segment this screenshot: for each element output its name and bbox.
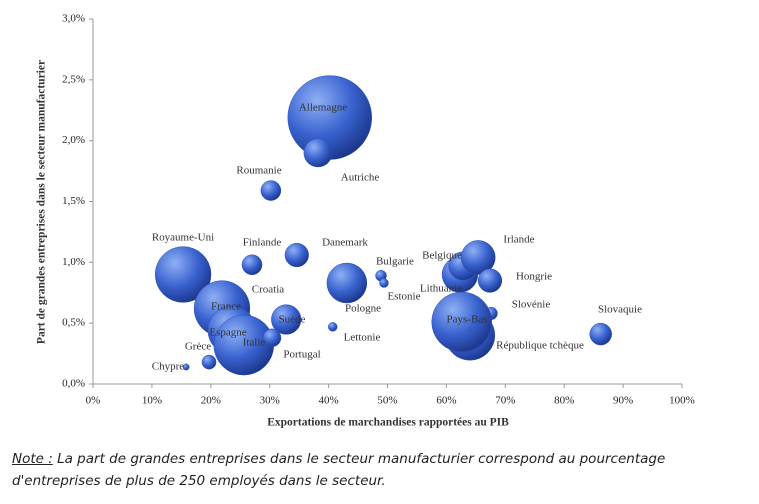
- bubble-label: Chypre: [152, 361, 185, 373]
- bubble: [303, 138, 333, 168]
- bubble: [154, 246, 212, 303]
- bubble: [262, 328, 282, 347]
- bubble: [460, 240, 496, 275]
- bubble-label: Autriche: [341, 172, 380, 184]
- bubble-label: Lithuanie: [420, 283, 462, 295]
- bubble-label: Estonie: [388, 291, 421, 303]
- bubble-label: Irlande: [503, 234, 534, 246]
- bubble-label: Bulgarie: [376, 256, 414, 268]
- y-tick-label: 2,5%: [62, 73, 85, 85]
- bubble-label: Allemagne: [299, 102, 347, 114]
- bubble: [182, 363, 190, 371]
- bubble: [260, 180, 282, 201]
- bubble-label: Pologne: [345, 303, 381, 315]
- y-tick-label: 3,0%: [62, 13, 85, 25]
- x-tick-label: 70%: [495, 395, 515, 407]
- x-tick-label: 10%: [142, 395, 162, 407]
- note-label: Note :: [12, 451, 53, 467]
- x-tick-label: 40%: [319, 395, 339, 407]
- bubble: [271, 304, 302, 335]
- note: Note : La part de grandes entreprises da…: [12, 448, 742, 492]
- bubble-label: Portugal: [283, 349, 320, 361]
- y-axis-title: Part de grandes entreprises dans le sect…: [36, 60, 48, 344]
- y-tick-label: 1,5%: [62, 195, 85, 207]
- bubble-label: Espagne: [209, 327, 246, 339]
- bubble-label: Hongrie: [516, 271, 552, 283]
- bubble-label: Croatia: [252, 284, 284, 296]
- bubble-label: Pays-Bas: [447, 314, 488, 326]
- x-tick-label: 0%: [86, 395, 101, 407]
- x-tick-label: 100%: [669, 395, 695, 407]
- x-tick-label: 80%: [554, 395, 574, 407]
- chart: Exportations de marchandises rapportées …: [36, 13, 695, 429]
- bubble-label: Finlande: [243, 237, 282, 249]
- bubble-label: Suède: [279, 314, 306, 326]
- y-tick-label: 2,0%: [62, 134, 85, 146]
- bubble: [241, 254, 263, 276]
- bubble-label: Grèce: [185, 341, 211, 353]
- bubble-label: Slovaquie: [598, 304, 642, 316]
- x-tick-label: 60%: [436, 395, 456, 407]
- bubble: [284, 242, 309, 268]
- bubble-label: Belgique: [422, 250, 462, 262]
- x-axis-title: Exportations de marchandises rapportées …: [267, 417, 509, 429]
- x-tick-label: 90%: [613, 395, 633, 407]
- x-tick-label: 50%: [377, 395, 397, 407]
- x-tick-label: 30%: [260, 395, 280, 407]
- bubble-label: Roumanie: [236, 165, 281, 177]
- bubble: [326, 262, 368, 304]
- bubble-label: Italie: [243, 337, 266, 349]
- bubble-label: Lettonie: [344, 332, 381, 344]
- y-tick-label: 1,0%: [62, 256, 85, 268]
- bubble: [431, 291, 492, 353]
- bubble-label: Royaume-Uni: [152, 232, 214, 244]
- bubble: [477, 268, 503, 293]
- bubble: [379, 278, 389, 288]
- x-tick-label: 20%: [201, 395, 221, 407]
- bubble-label: Danemark: [322, 237, 368, 249]
- bubble-label: Slovénie: [512, 299, 551, 311]
- y-tick-label: 0,5%: [62, 317, 85, 329]
- y-tick-label: 0,0%: [62, 378, 85, 390]
- bubble: [589, 322, 612, 346]
- bubble: [201, 354, 217, 370]
- note-text: La part de grandes entreprises dans le s…: [12, 451, 666, 489]
- bubble: [328, 322, 338, 332]
- bubble-label: République tchèque: [496, 340, 584, 352]
- bubble-label: France: [211, 301, 241, 313]
